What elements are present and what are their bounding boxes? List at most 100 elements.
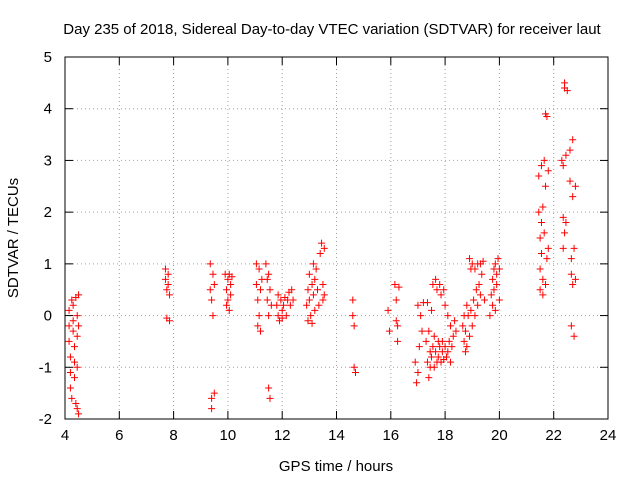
- data-point: [286, 301, 294, 309]
- data-point: [312, 265, 320, 273]
- data-point: [65, 306, 73, 314]
- data-point: [289, 296, 297, 304]
- data-point: [470, 296, 478, 304]
- data-point: [569, 281, 577, 289]
- data-point: [471, 312, 479, 320]
- data-point: [161, 275, 169, 283]
- data-point: [475, 281, 483, 289]
- data-point: [209, 270, 217, 278]
- data-point: [559, 162, 567, 170]
- data-point: [69, 317, 77, 325]
- data-point: [166, 317, 174, 325]
- data-point: [208, 296, 216, 304]
- data-point: [461, 348, 469, 356]
- data-point: [273, 301, 281, 309]
- data-point: [227, 291, 235, 299]
- data-point: [536, 286, 544, 294]
- data-point: [350, 363, 358, 371]
- data-point: [206, 260, 214, 268]
- data-point: [224, 296, 232, 304]
- data-point: [394, 322, 402, 330]
- data-point: [68, 296, 76, 304]
- data-point: [316, 250, 324, 258]
- data-point: [425, 327, 433, 335]
- data-point: [223, 286, 231, 294]
- data-point: [463, 301, 471, 309]
- data-point: [444, 348, 452, 356]
- data-point: [466, 255, 474, 263]
- data-point: [428, 353, 436, 361]
- data-point: [570, 332, 578, 340]
- data-point: [303, 301, 311, 309]
- data-points: [65, 79, 579, 418]
- data-point: [451, 317, 459, 325]
- data-point: [461, 327, 469, 335]
- data-point: [489, 275, 497, 283]
- data-point: [414, 301, 422, 309]
- data-point: [252, 281, 260, 289]
- data-point: [418, 327, 426, 335]
- y-tick-label: -2: [39, 411, 52, 428]
- x-tick-label: 18: [437, 427, 454, 444]
- y-tick-label: 0: [44, 308, 52, 325]
- data-point: [392, 317, 400, 325]
- data-point: [536, 234, 544, 242]
- x-tick-label: 24: [600, 427, 617, 444]
- data-point: [75, 291, 83, 299]
- data-point: [315, 301, 323, 309]
- data-point: [539, 291, 547, 299]
- data-point: [304, 286, 312, 294]
- data-point: [543, 112, 551, 120]
- data-point: [571, 275, 579, 283]
- data-point: [263, 296, 271, 304]
- data-point: [69, 301, 77, 309]
- data-point: [472, 286, 480, 294]
- data-point: [255, 312, 263, 320]
- data-point: [429, 281, 437, 289]
- data-point: [318, 239, 326, 247]
- data-point: [66, 384, 74, 392]
- chart-title: Day 235 of 2018, Sidereal Day-to-day VTE…: [63, 21, 601, 38]
- data-point: [319, 296, 327, 304]
- y-tick-label: 5: [44, 49, 52, 66]
- data-point: [537, 218, 545, 226]
- data-point: [569, 136, 577, 144]
- data-point: [65, 337, 73, 345]
- data-point: [561, 229, 569, 237]
- data-point: [73, 312, 81, 320]
- data-point: [468, 322, 476, 330]
- data-point: [441, 343, 449, 351]
- y-tick-label: -1: [39, 359, 52, 376]
- data-point: [493, 270, 501, 278]
- y-tick-label: 4: [44, 101, 52, 118]
- data-point: [384, 306, 392, 314]
- data-point: [206, 286, 214, 294]
- data-point: [442, 353, 450, 361]
- data-point: [562, 151, 570, 159]
- data-point: [447, 322, 455, 330]
- data-point: [444, 312, 452, 320]
- data-point: [563, 87, 571, 95]
- data-point: [423, 299, 431, 307]
- data-point: [68, 394, 76, 402]
- data-point: [464, 312, 472, 320]
- data-point: [432, 275, 440, 283]
- data-point: [567, 255, 575, 263]
- data-point: [441, 301, 449, 309]
- data-point: [288, 286, 296, 294]
- data-point: [278, 314, 286, 322]
- x-axis-label: GPS time / hours: [279, 458, 393, 475]
- data-point: [561, 79, 569, 87]
- data-point: [320, 244, 328, 252]
- data-point: [308, 319, 316, 327]
- x-tick-label: 20: [491, 427, 508, 444]
- data-point: [430, 363, 438, 371]
- data-point: [467, 306, 475, 314]
- data-point: [66, 353, 74, 361]
- y-tick-label: 1: [44, 256, 52, 273]
- data-point: [459, 322, 467, 330]
- data-point: [210, 281, 218, 289]
- data-point: [540, 229, 548, 237]
- data-point: [75, 322, 83, 330]
